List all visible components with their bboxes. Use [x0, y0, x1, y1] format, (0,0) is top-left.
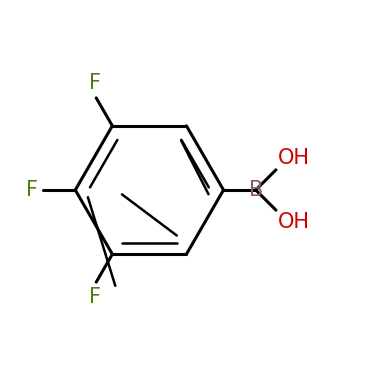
Text: F: F: [89, 73, 101, 93]
Text: OH: OH: [277, 212, 310, 232]
Text: F: F: [27, 180, 39, 200]
Text: B: B: [249, 180, 263, 200]
Text: F: F: [89, 287, 101, 307]
Text: OH: OH: [277, 148, 310, 168]
